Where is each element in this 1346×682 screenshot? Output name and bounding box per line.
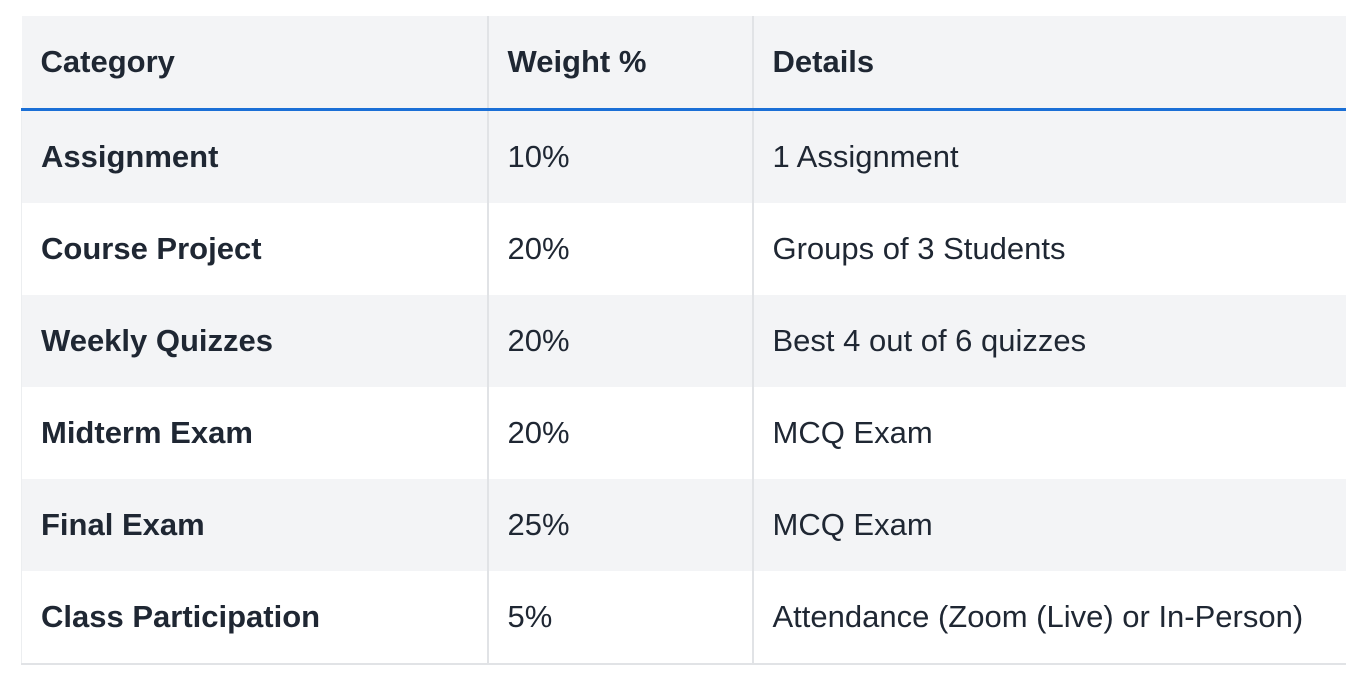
header-category: Category bbox=[21, 16, 488, 111]
table-row: Weekly Quizzes 20% Best 4 out of 6 quizz… bbox=[21, 295, 1346, 387]
grading-table: Category Weight % Details Assignment 10%… bbox=[21, 16, 1346, 665]
cell-weight: 5% bbox=[486, 571, 753, 665]
cell-category: Class Participation bbox=[21, 571, 488, 665]
cell-category: Weekly Quizzes bbox=[21, 295, 488, 387]
cell-weight: 20% bbox=[486, 387, 753, 479]
table-row: Assignment 10% 1 Assignment bbox=[21, 109, 1346, 203]
header-row: Category Weight % Details bbox=[21, 16, 1346, 111]
cell-category: Final Exam bbox=[21, 479, 488, 571]
cell-details: MCQ Exam bbox=[751, 387, 1346, 479]
cell-details: Best 4 out of 6 quizzes bbox=[751, 295, 1346, 387]
cell-category: Midterm Exam bbox=[21, 387, 488, 479]
cell-category: Assignment bbox=[21, 109, 488, 203]
table-row: Class Participation 5% Attendance (Zoom … bbox=[21, 571, 1346, 665]
cell-category: Course Project bbox=[21, 203, 488, 295]
cell-details: Groups of 3 Students bbox=[751, 203, 1346, 295]
header-weight: Weight % bbox=[486, 16, 753, 111]
table-header: Category Weight % Details bbox=[21, 16, 1346, 111]
grading-table-container: Category Weight % Details Assignment 10%… bbox=[21, 16, 1346, 665]
table-body: Assignment 10% 1 Assignment Course Proje… bbox=[21, 109, 1346, 665]
table-row: Course Project 20% Groups of 3 Students bbox=[21, 203, 1346, 295]
cell-details: Attendance (Zoom (Live) or In-Person) bbox=[751, 571, 1346, 665]
cell-weight: 10% bbox=[486, 109, 753, 203]
cell-weight: 25% bbox=[486, 479, 753, 571]
table-row: Midterm Exam 20% MCQ Exam bbox=[21, 387, 1346, 479]
header-details: Details bbox=[751, 16, 1346, 111]
cell-details: MCQ Exam bbox=[751, 479, 1346, 571]
cell-weight: 20% bbox=[486, 295, 753, 387]
table-row: Final Exam 25% MCQ Exam bbox=[21, 479, 1346, 571]
cell-details: 1 Assignment bbox=[751, 109, 1346, 203]
cell-weight: 20% bbox=[486, 203, 753, 295]
